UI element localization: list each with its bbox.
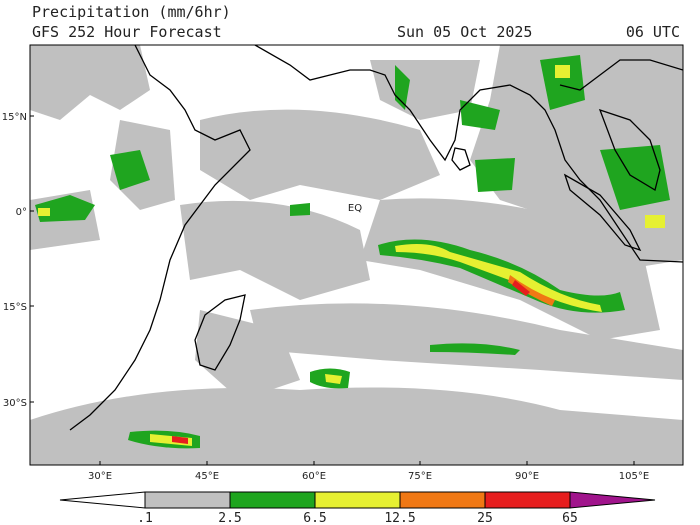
lon-label: 45°E <box>195 471 219 482</box>
colorbar-segment <box>144 491 231 509</box>
subtitle: GFS 252 Hour Forecast <box>32 23 222 41</box>
lon-label: 30°E <box>88 471 112 482</box>
map: EQ <box>30 45 683 465</box>
colorbar-label: 65 <box>562 511 578 525</box>
colorbar-segment <box>229 491 316 509</box>
colorbar-label: .1 <box>137 511 153 525</box>
colorbar-label: 2.5 <box>218 511 241 525</box>
colorbar-segment <box>569 491 656 509</box>
heavy-precip <box>35 55 670 449</box>
lat-label: 0° <box>16 207 27 218</box>
light-precip <box>30 45 683 465</box>
colorbar-label: 6.5 <box>303 511 326 525</box>
colorbar: .1 2.5 6.5 12.5 25 65 <box>59 491 656 525</box>
lon-label: 105°E <box>619 471 649 482</box>
colorbar-segment <box>314 491 401 509</box>
colorbar-segment <box>59 491 146 509</box>
colorbar-segment <box>399 491 486 509</box>
title: Precipitation (mm/6hr) <box>32 3 231 21</box>
equator-label: EQ <box>348 203 362 214</box>
coastlines <box>69 45 683 431</box>
lat-label: 15°S <box>3 302 27 313</box>
lon-label: 90°E <box>515 471 539 482</box>
lat-label: 30°S <box>3 398 27 409</box>
forecast-time: 06 UTC <box>626 23 680 41</box>
forecast-date: Sun 05 Oct 2025 <box>397 23 532 41</box>
colorbar-label: 25 <box>477 511 493 525</box>
lon-label: 75°E <box>408 471 432 482</box>
colorbar-label: 12.5 <box>384 511 415 525</box>
colorbar-segment <box>484 491 571 509</box>
lon-label: 60°E <box>302 471 326 482</box>
map-frame <box>29 44 684 466</box>
lat-label: 15°N <box>2 112 27 123</box>
